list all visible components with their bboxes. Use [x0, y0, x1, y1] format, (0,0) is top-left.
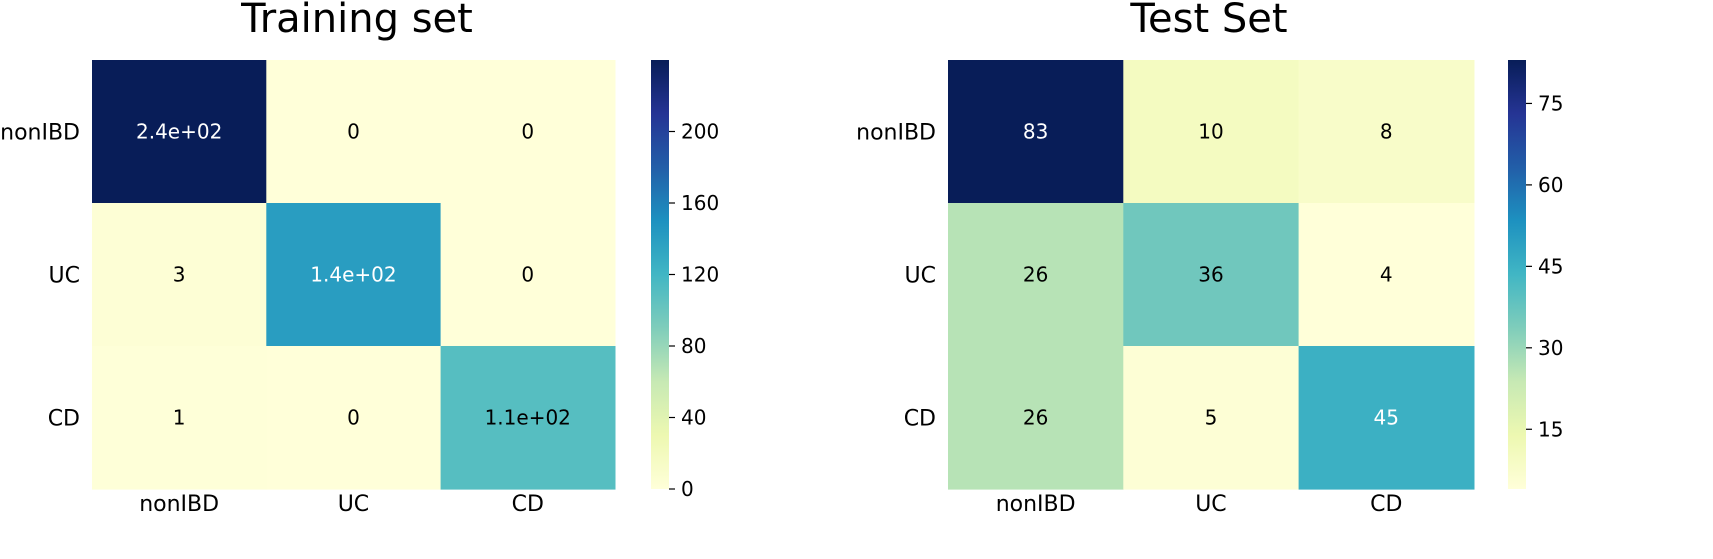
- colorbar-tick-label: 75: [1538, 91, 1563, 115]
- colorbar-tick-label: 0: [681, 477, 694, 501]
- heatmap-cell: [1298, 60, 1475, 204]
- colorbar: [651, 60, 669, 489]
- cell-annotation: 83: [1023, 120, 1048, 144]
- y-tick-label: nonIBD: [856, 121, 936, 146]
- x-tick-label: nonIBD: [996, 492, 1076, 517]
- colorbar-tick-label: 30: [1538, 336, 1563, 360]
- colorbar-tick-label: 15: [1538, 417, 1563, 441]
- heatmap-cell: [440, 346, 616, 490]
- colorbar-tick-label: 200: [681, 120, 719, 144]
- heatmap-cell: [948, 203, 1124, 347]
- heatmap-cell: [266, 203, 442, 347]
- chart-title: Training set: [240, 0, 473, 42]
- heatmap-cell: [92, 203, 267, 347]
- colorbar-tick-label: 80: [681, 334, 706, 358]
- colorbar-tick-label: 45: [1538, 254, 1563, 278]
- cell-annotation: 10: [1198, 120, 1223, 144]
- cell-annotation: 26: [1023, 263, 1048, 287]
- cell-annotation: 1.4e+02: [310, 263, 396, 287]
- colorbar: [1508, 60, 1526, 489]
- cell-annotation: 8: [1380, 120, 1393, 144]
- y-tick-label: CD: [48, 407, 80, 432]
- cell-annotation: 0: [347, 120, 360, 144]
- colorbar-tick-label: 160: [681, 191, 719, 215]
- chart-title: Test Set: [1129, 0, 1287, 42]
- heatmap-cell: [1298, 203, 1475, 347]
- heatmap-cell: [1298, 346, 1475, 490]
- x-tick-label: CD: [512, 492, 544, 517]
- x-tick-label: nonIBD: [139, 492, 219, 517]
- y-tick-label: CD: [904, 407, 936, 432]
- y-tick-label: UC: [905, 264, 936, 289]
- heatmap-cell: [1123, 60, 1300, 204]
- x-tick-label: CD: [1370, 492, 1402, 517]
- colorbar-tick-label: 120: [681, 263, 719, 287]
- cell-annotation: 2.4e+02: [136, 120, 222, 144]
- y-tick-label: nonIBD: [0, 121, 80, 146]
- heatmap-cell: [1123, 346, 1300, 490]
- heatmap-panel-2: Test Set 83 10 8 26 36 4 26 5 45 nonIBD UC CD nonIBD U…: [856, 0, 1563, 517]
- heatmap-panel-1: Training set 2.4e+02 0 0 3 1.4e+02 0 1 0 1.1e+02 n…: [0, 0, 719, 517]
- cell-annotation: 36: [1198, 263, 1223, 287]
- heatmap-cell: [440, 60, 616, 204]
- x-tick-label: UC: [1195, 492, 1226, 517]
- cell-annotation: 26: [1023, 406, 1048, 430]
- cell-annotation: 4: [1380, 263, 1393, 287]
- cell-annotation: 0: [347, 406, 360, 430]
- heatmap-cell: [92, 346, 267, 490]
- cell-annotation: 45: [1374, 406, 1399, 430]
- heatmap-cell: [1123, 203, 1300, 347]
- heatmap-cell: [266, 346, 442, 490]
- cell-annotation: 0: [521, 120, 534, 144]
- y-tick-label: UC: [49, 264, 80, 289]
- cell-annotation: 1: [173, 406, 186, 430]
- heatmap-cell: [948, 60, 1124, 204]
- cell-annotation: 0: [521, 263, 534, 287]
- heatmap-cell: [92, 60, 267, 204]
- colorbar-tick-label: 60: [1538, 173, 1563, 197]
- x-tick-label: UC: [338, 492, 369, 517]
- colorbar-tick-label: 40: [681, 406, 706, 430]
- heatmap-cell: [948, 346, 1124, 490]
- cell-annotation: 1.1e+02: [485, 406, 571, 430]
- cell-annotation: 3: [173, 263, 186, 287]
- cell-annotation: 5: [1205, 406, 1218, 430]
- heatmap-cell: [440, 203, 616, 347]
- heatmap-cell: [266, 60, 442, 204]
